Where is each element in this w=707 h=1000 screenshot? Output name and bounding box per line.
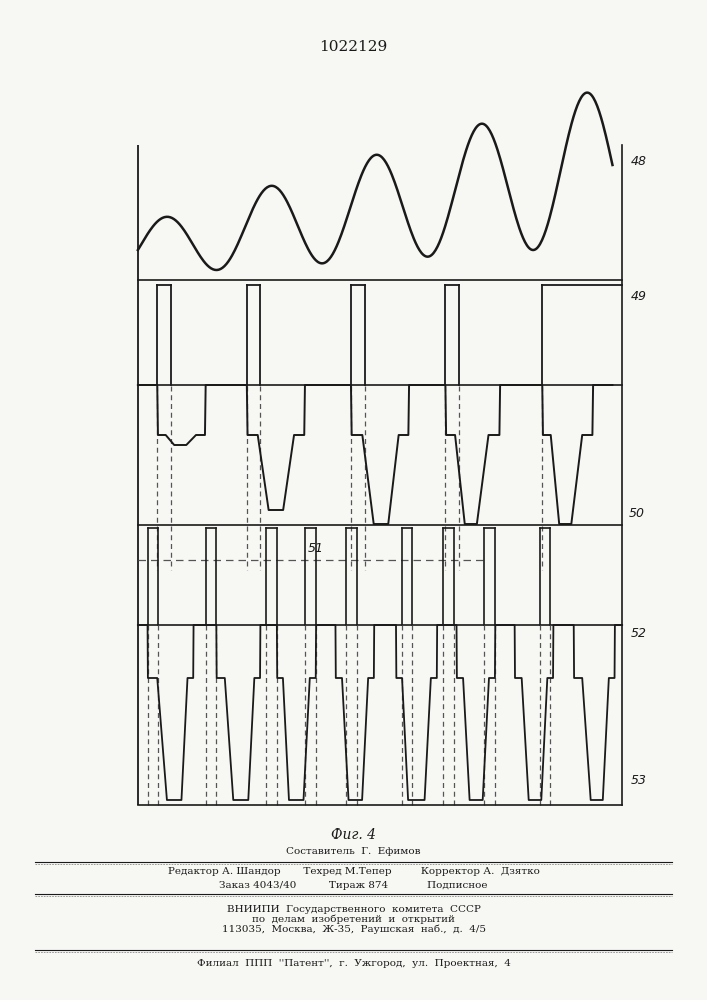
Text: Фиг. 4: Фиг. 4 — [331, 828, 376, 842]
Text: 50: 50 — [629, 507, 645, 520]
Text: Филиал  ППП  ''Патент'',  г.  Ужгород,  ул.  Проектная,  4: Филиал ППП ''Патент'', г. Ужгород, ул. П… — [197, 958, 510, 968]
Text: Составитель  Г.  Ефимов: Составитель Г. Ефимов — [286, 848, 421, 856]
Text: 51: 51 — [308, 542, 323, 555]
Text: 113035,  Москва,  Ж-35,  Раушская  наб.,  д.  4/5: 113035, Москва, Ж-35, Раушская наб., д. … — [221, 924, 486, 934]
Text: 49: 49 — [631, 290, 647, 303]
Text: 48: 48 — [631, 155, 647, 168]
Text: по  делам  изобретений  и  открытий: по делам изобретений и открытий — [252, 914, 455, 924]
Text: Заказ 4043/40          Тираж 874            Подписное: Заказ 4043/40 Тираж 874 Подписное — [219, 880, 488, 890]
Text: ВНИИПИ  Государственного  комитета  СССР: ВНИИПИ Государственного комитета СССР — [226, 904, 481, 914]
Text: 52: 52 — [631, 627, 647, 640]
Text: Редактор А. Шандор       Техред М.Тепер         Корректор А.  Дзятко: Редактор А. Шандор Техред М.Тепер Коррек… — [168, 867, 539, 876]
Text: 53: 53 — [631, 774, 647, 786]
Text: 1022129: 1022129 — [320, 40, 387, 54]
